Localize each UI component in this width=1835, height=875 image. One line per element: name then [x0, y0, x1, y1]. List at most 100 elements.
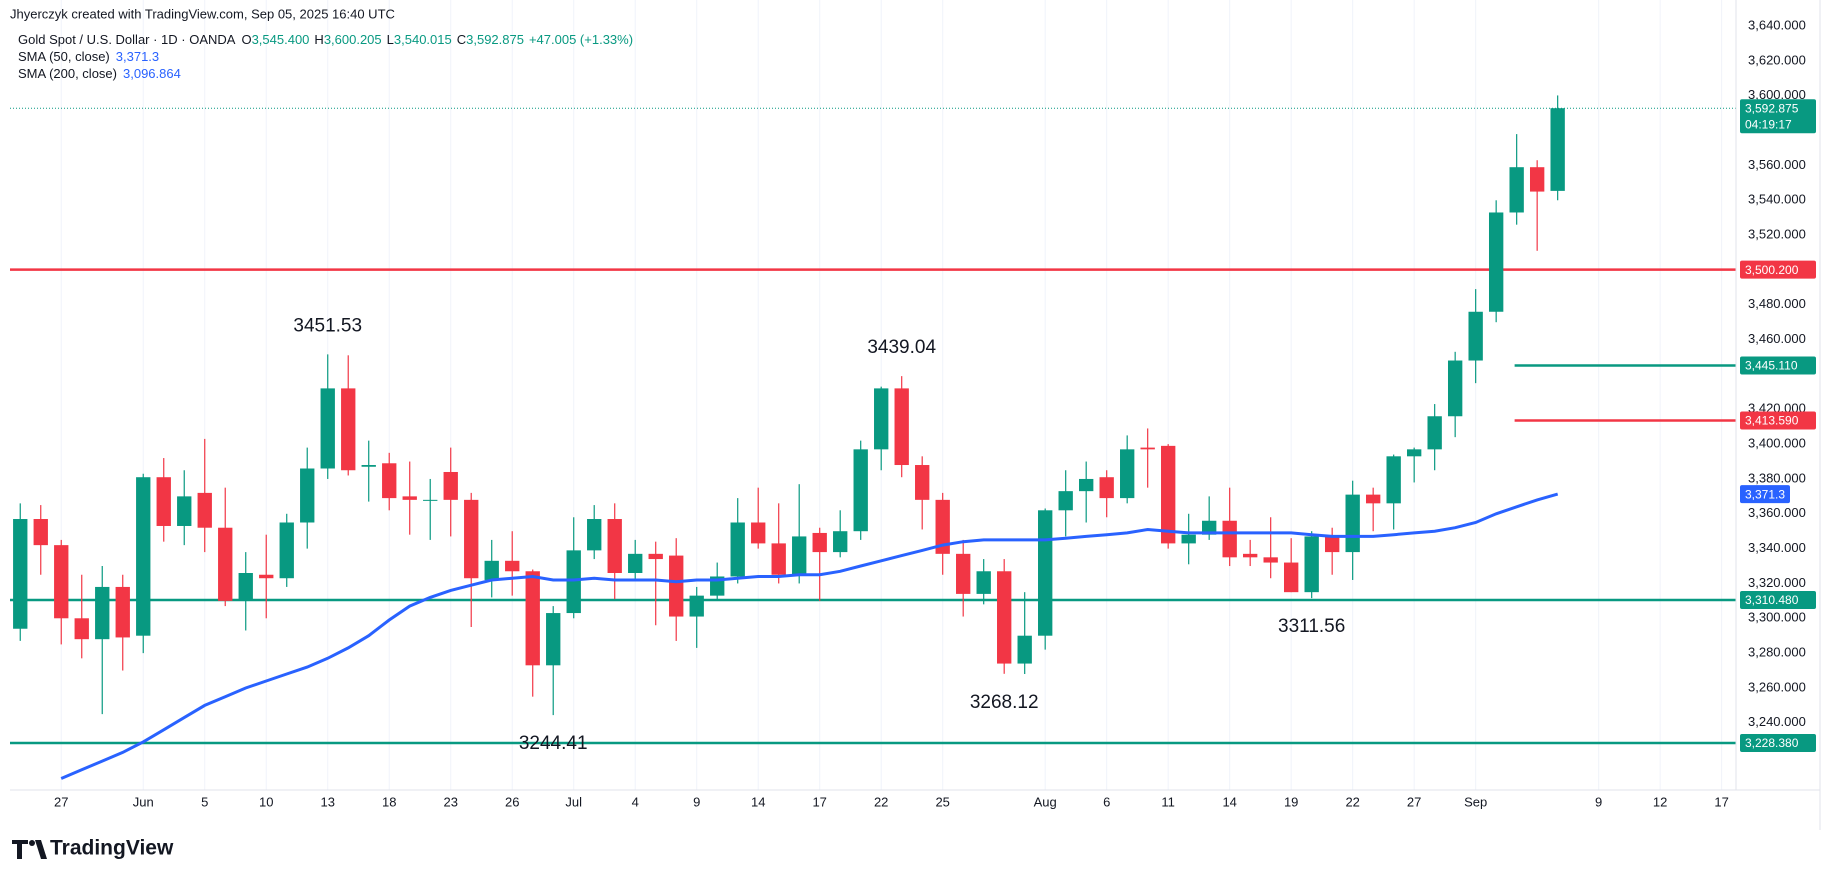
change: +47.005 (+1.33%) [529, 32, 633, 47]
x-tick-label: Jun [133, 794, 154, 809]
candle-body [1140, 447, 1155, 450]
candle-body [1488, 212, 1504, 312]
candle-body [1406, 449, 1422, 457]
candle-body [320, 388, 335, 469]
candle-body [1324, 536, 1340, 553]
candle-body [751, 522, 766, 544]
sma-line [60, 492, 1559, 780]
candle-body [1427, 416, 1442, 450]
x-tick-label: 12 [1653, 794, 1667, 809]
candle-body [628, 553, 643, 574]
x-tick-label: Aug [1034, 794, 1057, 809]
candle-body [1099, 477, 1114, 499]
candle-body [833, 531, 848, 553]
candle-body [443, 471, 458, 500]
last-price-badge [1740, 99, 1816, 134]
price-annotation: 3244.41 [519, 733, 588, 754]
candle-body [1345, 494, 1360, 553]
price-badge-label: 3,445.110 [1745, 359, 1798, 373]
candle-body [853, 449, 868, 532]
symbol-legend: Gold Spot / U.S. Dollar · 1D · OANDA O3,5… [18, 32, 633, 47]
candle-body [1202, 520, 1217, 535]
brand: TradingView [50, 837, 174, 860]
x-tick-label: 19 [1284, 794, 1298, 809]
candle-body [997, 571, 1012, 664]
x-tick-label: 14 [751, 794, 765, 809]
candle-body [484, 560, 499, 580]
axes: 3,240.000 3,260.000 3,280.000 3,300.000 3,32… [54, 18, 1806, 810]
candle-body [607, 519, 622, 574]
horizontal-lines [10, 107, 1736, 745]
candle-body [505, 560, 520, 572]
ohlc-key: L [387, 32, 394, 47]
price-badges: 3,500.200 3,445.110 3,413.590 3,310.480 3,22… [1740, 99, 1816, 753]
candle-body [812, 532, 827, 553]
ohlc-value: 3,592.875 [466, 32, 524, 47]
x-tick-label: 18 [382, 794, 396, 809]
y-tick-label: 3,240.000 [1748, 714, 1806, 729]
y-tick-label: 3,360.000 [1748, 505, 1806, 520]
candle-body [669, 555, 684, 617]
candle-body [1243, 553, 1258, 558]
candle-body [874, 388, 889, 450]
candle-body [1181, 534, 1196, 544]
candle-body [1079, 478, 1094, 492]
ohlc-value: 3,545.400 [252, 32, 310, 47]
x-tick-label: 27 [1407, 794, 1421, 809]
x-tick-label: 14 [1222, 794, 1236, 809]
y-tick-label: 3,400.000 [1748, 436, 1806, 451]
ohlc-value: 3,540.015 [394, 32, 452, 47]
ohlc-key: C [457, 32, 466, 47]
candle-body [402, 496, 417, 500]
y-tick-label: 3,620.000 [1748, 52, 1806, 67]
logo-mark [35, 840, 47, 859]
candle-body [300, 468, 315, 523]
price-badge [1740, 411, 1816, 430]
ohlc-key: O [241, 32, 251, 47]
candle-body [1468, 311, 1483, 361]
x-tick-label: 26 [505, 794, 519, 809]
candle-body [976, 571, 991, 594]
x-tick-label: 5 [201, 794, 208, 809]
price-annotation: 3268.12 [970, 692, 1039, 713]
candle-body [956, 553, 971, 594]
candle-body [1509, 167, 1524, 213]
candle-body [197, 492, 212, 528]
x-tick-label: 25 [935, 794, 949, 809]
y-tick-label: 3,560.000 [1748, 157, 1806, 172]
x-tick-label: 4 [632, 794, 639, 809]
y-tick-label: 3,600.000 [1748, 87, 1806, 102]
x-tick-label: Sep [1464, 794, 1487, 809]
candle-body [1304, 536, 1319, 593]
candle-body [730, 522, 745, 577]
candle-body [1120, 449, 1135, 499]
candle-body [689, 595, 704, 617]
price-badge-label: 3,228.380 [1745, 736, 1799, 750]
sma-badge-label: 3,371.3 [1745, 487, 1785, 501]
indicators [60, 492, 1559, 780]
candle-body [259, 574, 274, 579]
candle-body [1161, 445, 1176, 544]
candle-body [915, 465, 930, 500]
price-badge [1740, 734, 1816, 753]
candle-body [1058, 491, 1073, 511]
candle-body [382, 463, 397, 499]
x-tick-label: 6 [1103, 794, 1110, 809]
price-badge [1740, 356, 1816, 375]
countdown: 04:19:17 [1745, 117, 1792, 131]
x-tick-label: Jul [565, 794, 582, 809]
candle-body [771, 543, 786, 575]
grid [60, 0, 1723, 790]
y-tick-label: 3,280.000 [1748, 645, 1806, 660]
candle-body [361, 465, 376, 467]
candle-body [423, 499, 438, 501]
symbol-title: Gold Spot / U.S. Dollar · 1D · OANDA [18, 32, 236, 47]
y-tick-label: 3,380.000 [1748, 470, 1806, 485]
last-price-label: 3,592.875 [1745, 101, 1799, 115]
candle-body [587, 519, 602, 551]
logo-mark [12, 840, 28, 859]
candle-body [894, 388, 909, 466]
y-tick-label: 3,340.000 [1748, 540, 1806, 555]
candle-body [54, 545, 69, 619]
